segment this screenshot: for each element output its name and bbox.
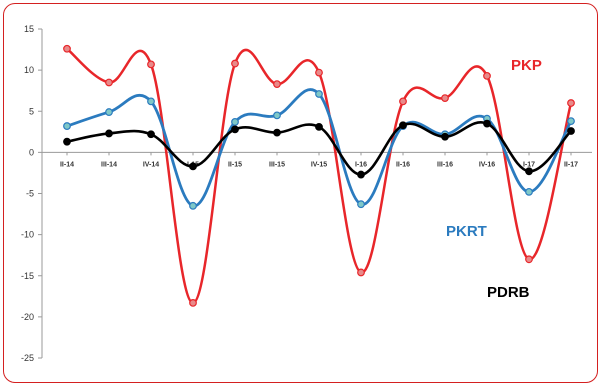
series-label-pkrt: PKRT	[446, 223, 487, 240]
x-tick-label: IV-14	[143, 161, 159, 168]
data-point-pdrb	[231, 125, 239, 134]
data-point-pdrb	[567, 127, 575, 135]
data-point-pkrt	[63, 122, 71, 130]
y-tick-label: -10	[21, 230, 34, 240]
y-tick-label: -20	[21, 312, 34, 322]
series-label-pkp: PKP	[511, 57, 542, 74]
y-tick-label: -25	[21, 353, 34, 363]
data-point-pdrb	[357, 170, 365, 179]
series-pkrt	[63, 88, 575, 210]
data-point-pdrb	[525, 167, 533, 176]
data-point-pkp	[357, 268, 365, 277]
y-tick-label: 0	[29, 147, 34, 157]
data-point-pkp	[315, 68, 323, 77]
y-tick-label: -5	[26, 189, 34, 199]
data-point-pkrt	[105, 108, 113, 116]
y-tick-label: 15	[24, 24, 34, 34]
data-point-pkp	[525, 255, 533, 264]
series-line-pkp	[65, 47, 573, 305]
x-tick-label: IV-16	[479, 161, 495, 168]
data-point-pkp	[273, 80, 281, 89]
data-point-pkrt	[189, 201, 197, 210]
data-point-pkrt	[525, 187, 533, 196]
x-tick-label: II-15	[228, 161, 242, 168]
series-pdrb	[63, 119, 575, 179]
y-tick-label: 5	[29, 106, 34, 116]
x-tick-label: I-17	[523, 161, 535, 168]
data-point-pdrb	[189, 162, 197, 171]
labels-layer: PKP PKRT PDRB	[446, 57, 542, 301]
data-point-pkp	[441, 94, 449, 102]
series-label-pdrb: PDRB	[487, 284, 530, 301]
x-tick-label: III-14	[101, 161, 117, 168]
data-point-pkrt	[357, 200, 365, 209]
data-point-pdrb	[105, 129, 113, 138]
x-tick-label: II-17	[564, 161, 578, 168]
data-point-pkrt	[231, 118, 239, 126]
data-point-pdrb	[483, 119, 491, 128]
y-tick-label: 10	[24, 65, 34, 75]
x-tick-label: II-14	[60, 161, 74, 168]
data-point-pkrt	[567, 117, 575, 126]
x-tick-label: I-16	[355, 161, 367, 168]
x-tick-label: III-15	[269, 161, 285, 168]
data-point-pdrb	[399, 121, 407, 130]
data-point-pdrb	[315, 122, 323, 131]
x-tick-label: II-16	[396, 161, 410, 168]
data-point-pkrt	[273, 111, 281, 120]
series-layer	[63, 44, 575, 307]
data-point-pdrb	[273, 128, 281, 137]
data-point-pkp	[63, 44, 71, 53]
data-point-pkrt	[315, 90, 323, 98]
axes: 151050-5-10-15-20-25II-14III-14IV-14I-15…	[21, 24, 592, 363]
data-point-pkp	[567, 99, 575, 107]
data-point-pdrb	[441, 132, 449, 141]
data-point-pkrt	[147, 97, 155, 106]
x-tick-label: III-16	[437, 161, 453, 168]
data-point-pkp	[231, 59, 239, 68]
series-pkp	[63, 44, 575, 307]
data-point-pkp	[105, 78, 113, 87]
data-point-pkp	[483, 71, 491, 80]
y-tick-label: -15	[21, 271, 34, 281]
x-tick-label: IV-15	[311, 161, 327, 168]
data-point-pdrb	[147, 130, 155, 139]
data-point-pkp	[189, 298, 197, 307]
data-point-pkp	[147, 60, 155, 69]
line-chart: 151050-5-10-15-20-25II-14III-14IV-14I-15…	[21, 24, 592, 363]
data-point-pdrb	[63, 137, 71, 146]
data-point-pkp	[399, 97, 407, 106]
